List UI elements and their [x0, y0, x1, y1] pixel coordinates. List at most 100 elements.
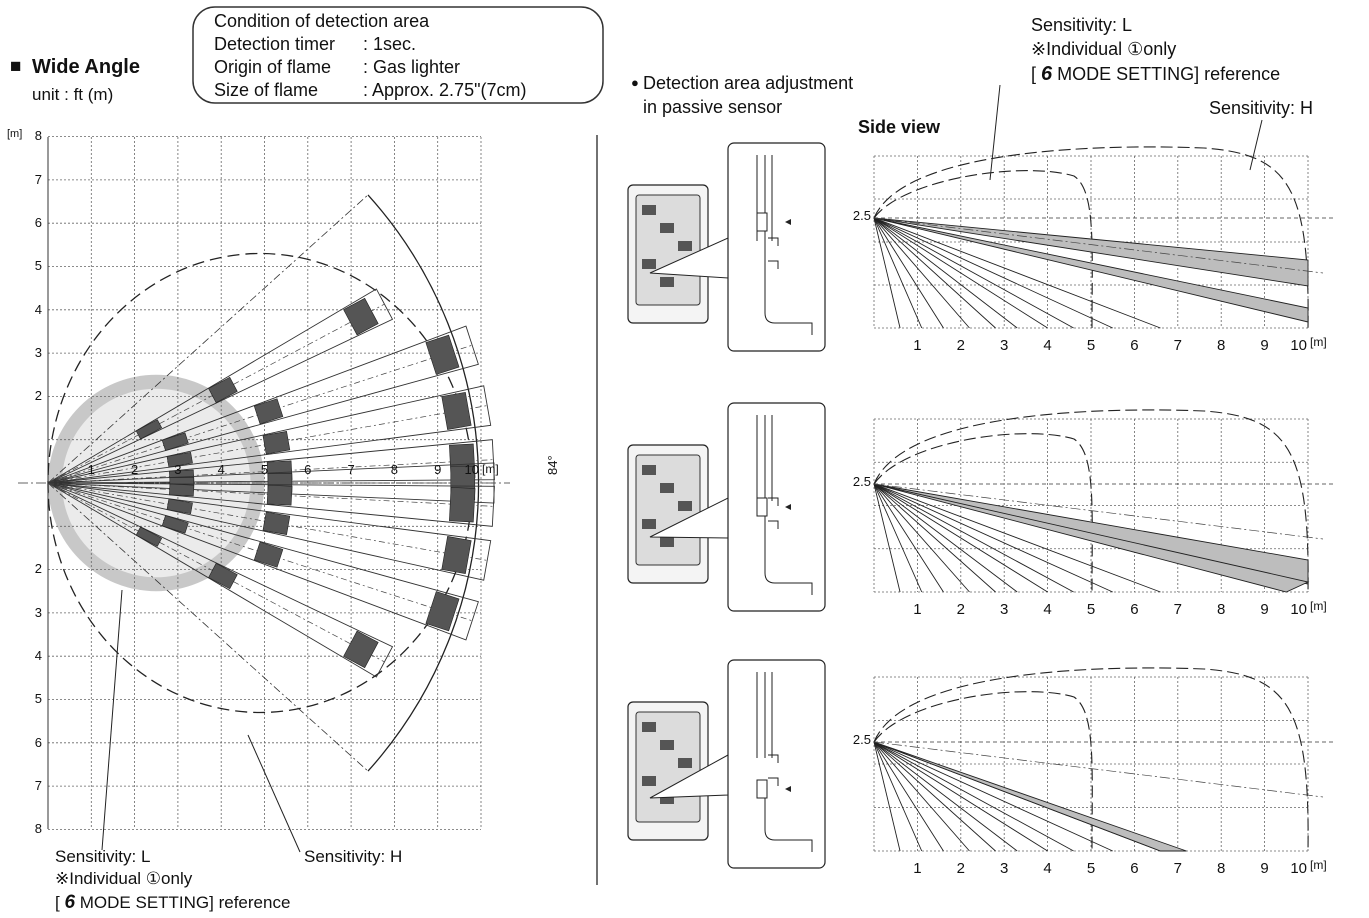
y-tick-label-upper: 8 [34, 128, 42, 144]
side-x-tick-label: 6 [1130, 600, 1139, 618]
x-end-label: 10 [464, 461, 479, 477]
side-x-tick-label: 9 [1260, 859, 1269, 877]
sensitivity-h-envelope [873, 146, 1309, 329]
side-x-tick-label: 6 [1130, 336, 1139, 354]
jumper-selector [756, 497, 768, 517]
circuit-component [642, 205, 656, 215]
side-x-tick-label: 3 [1000, 859, 1009, 877]
side-x-tick-label: 5 [1086, 600, 1096, 618]
x-tick-label: 5 [260, 461, 269, 477]
side-x-tick-label: 2 [956, 859, 965, 877]
sensitivity-l-envelope [873, 170, 1093, 329]
side-x-tick-label: 8 [1217, 859, 1226, 877]
detection-zone-block [169, 483, 195, 497]
side-beam-centerline [873, 217, 1324, 274]
page-title: Wide Angle [32, 56, 140, 78]
side-x-unit-label: [m] [1310, 599, 1327, 614]
condition-value-origin: : Gas lighter [363, 57, 461, 77]
side-x-tick-label: 7 [1173, 859, 1182, 877]
side-beam-line [873, 483, 923, 593]
detection-zone-block [343, 297, 379, 336]
side-beam-centerline [873, 483, 1324, 540]
circuit-component [660, 223, 674, 233]
detection-zone-block [161, 515, 189, 534]
side-beam-line [873, 741, 996, 852]
side-x-unit-label: [m] [1310, 858, 1327, 873]
callout-line-right-sens-l [989, 84, 1001, 181]
left-sens-h-label: Sensitivity: H [304, 847, 403, 866]
circuit-component [642, 259, 656, 269]
side-x-tick-label: 2 [956, 336, 965, 354]
sensitivity-h-envelope [873, 409, 1309, 593]
jumper-selector [756, 779, 768, 799]
y-tick-label-lower: 3 [34, 604, 42, 620]
side-x-tick-label: 3 [1000, 336, 1009, 354]
side-view-title: Side view [858, 117, 941, 137]
right-sens-l-label: Sensitivity: L [1031, 15, 1133, 35]
circuit-component [678, 758, 692, 768]
detection-zone-block [208, 376, 238, 404]
side-beam-line [873, 741, 1018, 852]
y-tick-label-lower: 4 [34, 648, 42, 664]
right-ref-text: MODE SETTING] reference [1052, 64, 1281, 84]
circuit-component [660, 483, 674, 493]
circuit-component [660, 794, 674, 804]
x-tick-label: 3 [174, 461, 182, 477]
angle-label: 84° [545, 455, 560, 475]
circuit-component [642, 519, 656, 529]
jumper-pin [768, 497, 779, 506]
side-x-tick-label: 10 [1290, 336, 1307, 354]
detection-zone-block [425, 334, 460, 375]
side-beam-line [873, 483, 1018, 593]
connector-lead [764, 231, 813, 335]
beam-centerline [47, 482, 385, 663]
side-x-tick-label: 3 [1000, 600, 1009, 618]
sensitivity-h-envelope [873, 667, 1309, 852]
selector-arrow-icon [785, 786, 791, 792]
beam-centerline [47, 482, 488, 561]
jumper-selector [756, 212, 768, 232]
x-tick-label: 8 [390, 461, 399, 477]
sensitivity-l-envelope [873, 691, 1093, 852]
side-beam-line [873, 741, 1113, 852]
right-individual-note: ※Individual ①only [1031, 40, 1176, 58]
side-x-tick-label: 9 [1260, 600, 1269, 618]
unit-label: unit : ft (m) [32, 85, 114, 104]
detection-zone-block [166, 451, 193, 468]
zoom-panel [727, 402, 826, 612]
adjust-heading-line1: Detection area adjustment [643, 73, 854, 93]
right-ref-open: [ [1031, 64, 1042, 84]
side-beam-line [873, 217, 923, 329]
adjust-heading-line2: in passive sensor [643, 97, 783, 117]
x-unit-label: [m] [482, 462, 499, 477]
side-beam-line [873, 217, 1161, 329]
side-beam-line [873, 741, 944, 852]
side-beam-line [873, 217, 1113, 329]
side-beam-line [873, 217, 901, 329]
y-tick-label-lower: 7 [34, 777, 42, 793]
side-beam-line [873, 741, 970, 852]
jumper-pin [768, 777, 779, 786]
selector-arrow-icon [785, 219, 791, 225]
side-beam-line [873, 217, 944, 329]
detection-zone-block [135, 419, 163, 440]
y-tick-label-lower: 5 [34, 691, 42, 707]
connector-lead [764, 516, 813, 595]
side-beam-line [873, 483, 901, 593]
side-x-tick-label: 1 [913, 600, 922, 618]
side-x-tick-label: 6 [1130, 859, 1139, 877]
circuit-component [642, 465, 656, 475]
condition-label-origin: Origin of flame [214, 57, 332, 77]
side-x-tick-label: 4 [1043, 600, 1052, 618]
jumper-pin [768, 520, 779, 529]
title-mark: ■ [10, 56, 22, 77]
side-x-tick-label: 8 [1217, 600, 1226, 618]
y-tick-label-upper: 7 [34, 171, 42, 187]
beam-centerline [47, 482, 494, 507]
side-x-tick-label: 4 [1043, 336, 1052, 354]
circuit-component [678, 501, 692, 511]
side-beam-band [873, 483, 1310, 593]
detection-zone-block [262, 511, 291, 535]
side-beam-band [873, 217, 1309, 287]
beam-centerline [47, 482, 473, 622]
